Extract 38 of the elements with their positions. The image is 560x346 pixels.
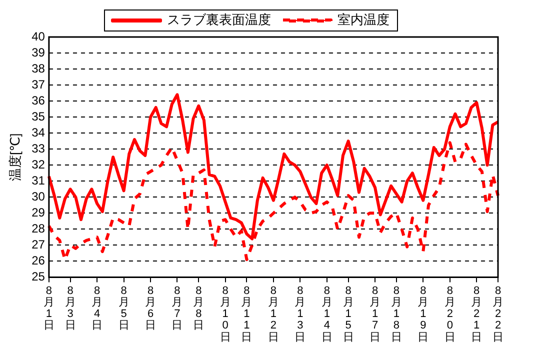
x-tick-label: 8月11日 bbox=[241, 285, 252, 344]
y-tick-label: 39 bbox=[32, 45, 46, 60]
y-tick-label: 28 bbox=[32, 222, 46, 236]
x-tick-label: 8月5日 bbox=[118, 285, 130, 332]
x-tick-label: 8月10日 bbox=[220, 285, 231, 344]
x-tick-label: 8月17日 bbox=[370, 285, 381, 344]
x-tick-label: 8月22日 bbox=[492, 285, 504, 344]
x-tick-label: 8月14日 bbox=[321, 285, 332, 344]
y-tick-label: 33 bbox=[32, 141, 46, 156]
x-tick-label: 8月4日 bbox=[92, 285, 103, 332]
y-tick-label: 38 bbox=[32, 61, 46, 76]
y-tick-label: 26 bbox=[32, 254, 46, 268]
y-tick-label: 27 bbox=[32, 238, 46, 252]
x-tick-label: 8月12日 bbox=[268, 285, 279, 344]
y-tick-label: 36 bbox=[32, 93, 46, 108]
y-tick-label: 32 bbox=[32, 157, 46, 172]
y-tick-label: 29 bbox=[32, 205, 46, 220]
x-tick-label: 8月1日 bbox=[43, 285, 54, 332]
y-tick-label: 40 bbox=[32, 29, 46, 44]
x-tick-label: 8月3日 bbox=[64, 285, 76, 332]
x-tick-label: 8月18日 bbox=[390, 285, 402, 344]
y-tick-label: 30 bbox=[32, 189, 46, 204]
y-tick-label: 35 bbox=[32, 109, 46, 124]
legend-label: 室内温度 bbox=[338, 12, 390, 28]
y-tick-label: 37 bbox=[32, 77, 46, 92]
y-axis-title: 温度[℃] bbox=[7, 133, 22, 182]
y-tick-label: 25 bbox=[32, 270, 46, 284]
x-tick-label: 8月8日 bbox=[193, 285, 204, 332]
y-tick-label: 31 bbox=[32, 173, 46, 188]
legend-label: スラブ裏表面温度 bbox=[167, 12, 271, 28]
x-tick-label: 8月21日 bbox=[471, 285, 482, 344]
x-tick-label: 8月13日 bbox=[294, 285, 306, 344]
x-tick-label: 8月15日 bbox=[342, 285, 354, 344]
x-tick-label: 8月20日 bbox=[444, 285, 456, 344]
y-tick-label: 34 bbox=[32, 125, 46, 140]
x-tick-label: 8月7日 bbox=[172, 285, 183, 332]
x-tick-label: 8月19日 bbox=[418, 285, 429, 344]
x-tick-label: 8月6日 bbox=[145, 285, 156, 332]
